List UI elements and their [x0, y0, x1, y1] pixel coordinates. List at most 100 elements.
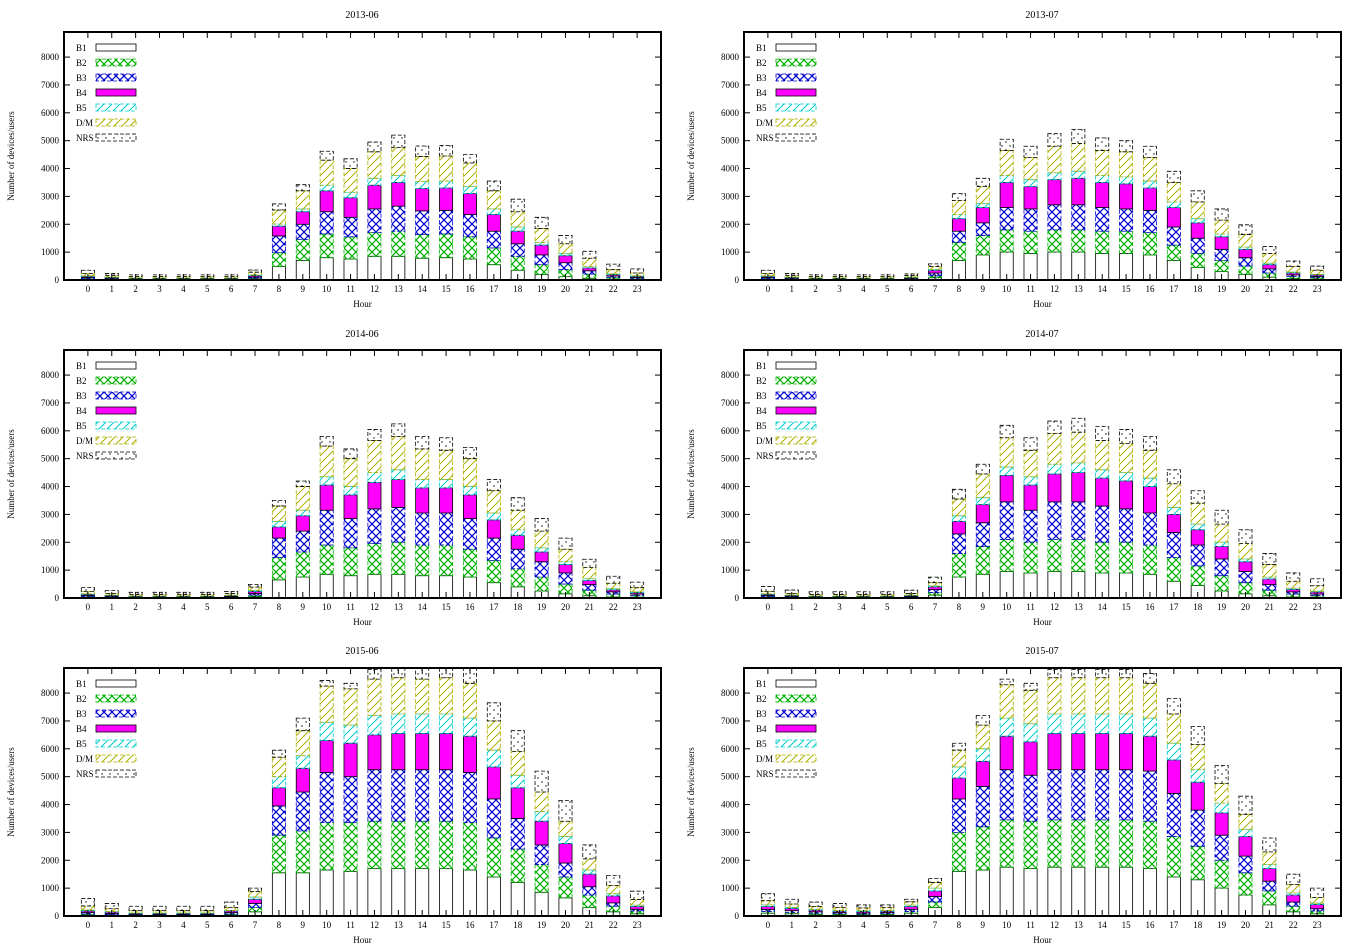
bar-segment [1166, 713, 1181, 744]
x-tick-label: 7 [933, 284, 938, 294]
x-tick-label: 4 [181, 284, 186, 294]
x-tick-label: 7 [253, 284, 258, 294]
bar-segment [1047, 866, 1062, 917]
bar-segment [510, 774, 525, 789]
bar-segment [510, 497, 525, 511]
bar-segment [343, 197, 358, 218]
bar-segment [319, 680, 334, 687]
bar-segment [271, 872, 286, 917]
bar-segment [367, 232, 382, 257]
bar-segment [1119, 472, 1134, 482]
bar-segment [1095, 819, 1110, 868]
bar-segment [1214, 509, 1229, 525]
x-tick-label: 6 [909, 284, 914, 294]
chart-panel-2: 2014-060 1 2 3 4 5 6 7 8 9 10 11 12 13 14 15 16 17 18 19 20 2… [6, 329, 662, 627]
bar-segment [1142, 180, 1157, 189]
legend-swatch [95, 694, 137, 703]
bar-segment [1047, 420, 1062, 434]
bar-segment [391, 205, 406, 232]
y-tick-label: 3000 [41, 509, 60, 519]
bar-segment [951, 832, 966, 872]
bar-segment [1166, 207, 1181, 228]
bar-segment [1071, 501, 1086, 540]
bar-segment [343, 458, 358, 487]
legend-swatch [95, 88, 137, 97]
bar-segment [1071, 417, 1086, 433]
bar-segment [1190, 769, 1205, 783]
x-tick-label: 12 [1050, 920, 1059, 930]
x-tick-label: 17 [1169, 602, 1179, 612]
bar-segment [486, 559, 501, 584]
bar-segment [582, 257, 597, 268]
legend-swatch [775, 376, 817, 385]
x-tick-label: 14 [1098, 284, 1108, 294]
plot-frame [63, 349, 662, 599]
bar-segment [951, 498, 966, 517]
bar-segment [1095, 677, 1110, 715]
x-tick-label: 22 [609, 602, 618, 612]
bar-segment [1047, 145, 1062, 174]
bar-segment [510, 243, 525, 257]
x-tick-label: 2 [133, 284, 138, 294]
bar-segment [1047, 204, 1062, 231]
bar-segment [1071, 713, 1086, 734]
bar-segment [462, 494, 477, 519]
bar-segment [534, 791, 549, 812]
bar-segment [760, 900, 775, 906]
x-tick-label: 19 [1217, 920, 1227, 930]
bar-segment [999, 150, 1014, 176]
bar-segment [319, 184, 334, 192]
legend-swatch [775, 754, 817, 763]
bar-segment [558, 799, 573, 822]
bar-segment [582, 250, 597, 259]
bar-segment [415, 145, 430, 157]
x-tick-label: 16 [1145, 284, 1155, 294]
bar-segment [558, 876, 573, 899]
bar-segment [271, 787, 286, 807]
bar-segment [319, 869, 334, 917]
x-tick-label: 15 [1122, 284, 1132, 294]
x-tick-label: 9 [301, 920, 306, 930]
bar-segment [975, 235, 990, 256]
bar-segment [1047, 433, 1062, 465]
x-tick-label: 18 [1193, 920, 1203, 930]
bar-segment [1286, 266, 1301, 273]
bar-segment [295, 830, 310, 874]
bar-segment [1262, 890, 1277, 906]
bar-segment [1071, 769, 1086, 821]
bar-segment [510, 818, 525, 850]
bar-segment [271, 203, 286, 211]
bar-segment [1119, 208, 1134, 232]
x-tick-label: 2 [813, 284, 818, 294]
bar-segment [928, 901, 942, 909]
legend-swatch [95, 436, 137, 445]
bar-segment [391, 435, 406, 471]
bar-segment [1142, 820, 1157, 870]
y-tick-label: 2000 [41, 219, 60, 229]
bar-segment [462, 236, 477, 260]
x-tick-label: 20 [1241, 284, 1251, 294]
bar-segment [534, 241, 549, 246]
y-tick-label: 0 [55, 911, 60, 921]
bar-segment [462, 154, 477, 164]
bar-segment [1262, 268, 1277, 274]
bar-segment [1142, 735, 1157, 772]
y-tick-label: 3000 [41, 191, 60, 201]
bar-segment [248, 590, 263, 592]
bar-segment [1119, 429, 1134, 444]
x-tick-label: 7 [253, 602, 258, 612]
y-tick-label: 5000 [41, 136, 60, 146]
bar-segment [439, 733, 454, 771]
bar-segment [439, 677, 454, 715]
x-tick-label: 3 [837, 284, 842, 294]
bar-segment [975, 222, 990, 236]
x-tick-label: 11 [1026, 602, 1035, 612]
bar-segment [534, 518, 549, 532]
bar-segment [1142, 145, 1157, 158]
legend-swatch [95, 754, 137, 763]
bar-segment [439, 713, 454, 734]
bar-segment [295, 223, 310, 241]
x-tick-label: 0 [766, 602, 771, 612]
x-tick-label: 8 [957, 284, 962, 294]
